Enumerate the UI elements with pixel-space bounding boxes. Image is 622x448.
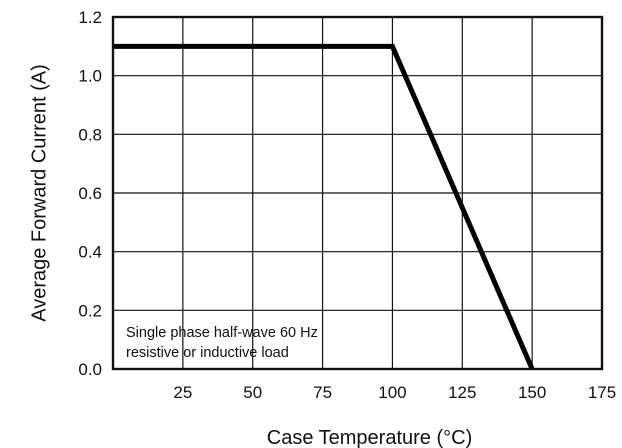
x-tick-label: 50 [243, 383, 262, 402]
x-tick-label: 25 [173, 383, 192, 402]
derating-curve [113, 43, 535, 370]
y-tick-label: 0.8 [78, 125, 102, 144]
y-tick-label: 0.4 [78, 243, 102, 262]
y-tick-label: 0.2 [78, 301, 102, 320]
y-tick-label: 0.6 [78, 184, 102, 203]
x-tick-label: 150 [518, 383, 546, 402]
y-tick-label: 1.0 [78, 67, 102, 86]
x-axis-title: Case Temperature (°C) [267, 427, 472, 448]
y-tick-label: 1.2 [78, 8, 102, 27]
x-tick-label: 75 [313, 383, 332, 402]
x-tick-label: 100 [378, 383, 406, 402]
annotation-line-2: resistive or inductive load [126, 345, 289, 361]
x-tick-label: 125 [448, 383, 476, 402]
series-layer [113, 43, 535, 370]
y-tick-label: 0.0 [78, 360, 102, 379]
y-axis-title: Average Forward Current (A) [28, 64, 50, 322]
annotation-line-1: Single phase half-wave 60 Hz [126, 325, 318, 341]
x-tick-label: 175 [588, 383, 616, 402]
plot-frame [111, 15, 604, 371]
tick-label-layer: 25 50 75 100 125 150 175 0.0 0.2 0.4 0.6 0.8 1.0 1.2 [78, 8, 616, 402]
axis-layer [111, 15, 604, 371]
